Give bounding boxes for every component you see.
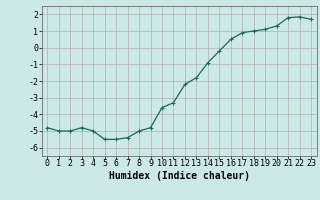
X-axis label: Humidex (Indice chaleur): Humidex (Indice chaleur) <box>109 171 250 181</box>
